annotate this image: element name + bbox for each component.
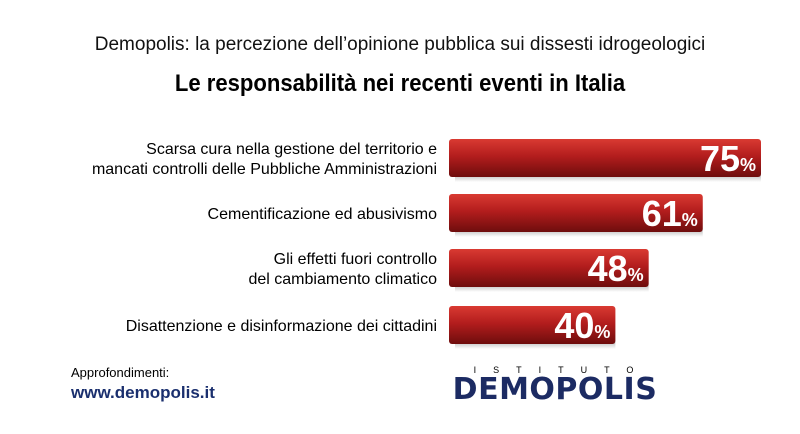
- logo-istituto-text: ISTITUTO: [473, 365, 651, 375]
- bar-value-label: 75%: [700, 138, 756, 179]
- bar: [449, 306, 616, 344]
- bar: [449, 194, 703, 232]
- bar-value-label: 40%: [554, 305, 610, 346]
- demopolis-logo: ISTITUTO DEMOPOLIS: [444, 365, 666, 407]
- bar-shadow: [455, 342, 616, 349]
- category-label: Cementificazione ed abusivismo: [208, 206, 438, 223]
- bar: [449, 249, 649, 287]
- bar-shadow: [455, 175, 761, 182]
- bar-value-label: 61%: [642, 193, 698, 234]
- logo-wordmark: DEMOPOLIS: [452, 372, 658, 407]
- bar-shadow: [455, 285, 649, 292]
- website-link[interactable]: www.demopolis.it: [71, 383, 215, 402]
- bar: [449, 139, 761, 177]
- category-label: Scarsa cura nella gestione del territori…: [92, 141, 437, 178]
- category-label: Gli effetti fuori controllo del cambiamen…: [248, 251, 437, 288]
- chart-subtitle: Demopolis: la percezione dell’opinione p…: [94, 34, 706, 55]
- bar-value-label: 48%: [588, 248, 644, 289]
- bar-chart: 75% Scarsa cura nella gestione del territ…: [92, 138, 761, 349]
- chart-title: Le responsabilità nei recenti eventi in …: [174, 70, 626, 97]
- bar-shadow: [455, 230, 703, 237]
- footer-label: Approfondimenti:: [71, 365, 170, 380]
- category-label: Disattenzione e disinformazione dei citt…: [126, 318, 437, 335]
